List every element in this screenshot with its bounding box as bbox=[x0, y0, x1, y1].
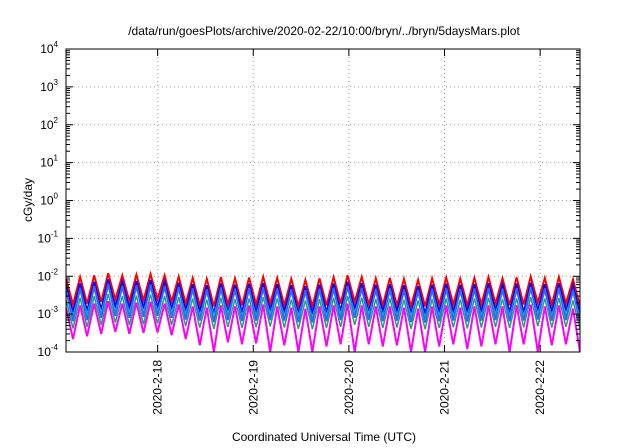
series-line-5 bbox=[66, 293, 580, 330]
y-tick-label: 10-4 bbox=[38, 343, 59, 359]
y-tick-label: 101 bbox=[40, 154, 58, 170]
x-axis-label: Coordinated Universal Time (UTC) bbox=[232, 430, 416, 444]
x-tick-label: 2020-2-22 bbox=[533, 360, 547, 415]
y-tick-exponent: 4 bbox=[54, 40, 59, 49]
y-tick-base: 10 bbox=[38, 307, 52, 321]
y-tick-label: 100 bbox=[40, 192, 58, 208]
series-line-4 bbox=[66, 283, 580, 323]
y-tick-exponent: 1 bbox=[54, 154, 59, 163]
y-tick-label: 104 bbox=[40, 40, 58, 56]
chart-title: /data/run/goesPlots/archive/2020-02-22/1… bbox=[128, 24, 520, 38]
x-tick-label: 2020-2-19 bbox=[246, 360, 260, 415]
y-tick-exponent: 0 bbox=[54, 192, 59, 201]
x-tick-label: 2020-2-18 bbox=[151, 360, 165, 415]
series-line-2 bbox=[66, 277, 580, 316]
y-tick-exponent: -4 bbox=[51, 343, 59, 352]
ticks: 10-410-310-210-11001011021031042020-2-18… bbox=[38, 40, 580, 415]
y-tick-base: 10 bbox=[40, 156, 54, 170]
y-tick-base: 10 bbox=[40, 80, 54, 94]
y-tick-base: 10 bbox=[40, 194, 54, 208]
y-tick-exponent: -3 bbox=[51, 305, 59, 314]
y-tick-label: 102 bbox=[40, 116, 58, 132]
y-tick-base: 10 bbox=[38, 231, 52, 245]
y-tick-exponent: -1 bbox=[51, 229, 59, 238]
x-tick-label: 2020-2-20 bbox=[342, 360, 356, 415]
series-line-6 bbox=[66, 300, 580, 352]
y-tick-base: 10 bbox=[40, 42, 54, 56]
x-tick-label: 2020-2-21 bbox=[438, 360, 452, 415]
y-axis-label: cGy/day bbox=[21, 178, 35, 222]
series-line-1 bbox=[66, 270, 580, 311]
y-tick-exponent: 3 bbox=[54, 78, 59, 87]
y-tick-exponent: 2 bbox=[54, 116, 59, 125]
y-tick-base: 10 bbox=[38, 345, 52, 359]
y-tick-label: 10-3 bbox=[38, 305, 59, 321]
y-tick-base: 10 bbox=[38, 269, 52, 283]
y-tick-label: 10-1 bbox=[38, 229, 59, 245]
y-tick-label: 103 bbox=[40, 78, 58, 94]
y-tick-base: 10 bbox=[40, 118, 54, 132]
y-tick-label: 10-2 bbox=[38, 267, 59, 283]
y-tick-exponent: -2 bbox=[51, 267, 59, 276]
series-layer bbox=[66, 270, 580, 352]
